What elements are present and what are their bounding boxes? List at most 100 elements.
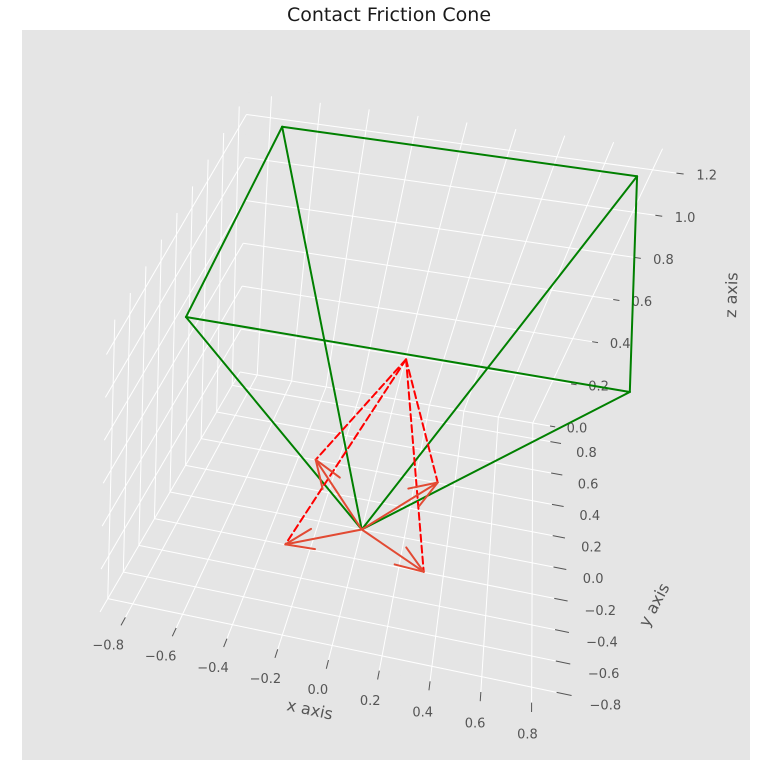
grid-line xyxy=(123,571,556,662)
arrow-head xyxy=(405,546,425,573)
grid-line xyxy=(185,464,553,537)
tick-mark xyxy=(676,172,684,175)
x-axis-label: x axis xyxy=(285,695,335,723)
tick-mark xyxy=(655,214,663,217)
arrow-shaft xyxy=(284,528,363,546)
tick-label: −0.2 xyxy=(250,672,282,687)
grid-line xyxy=(239,371,551,427)
tick-label: 0.8 xyxy=(653,253,674,268)
grid-line xyxy=(104,157,246,398)
tick-mark xyxy=(377,670,380,680)
grid-line xyxy=(291,102,321,382)
arrow-head xyxy=(418,481,439,508)
tick-mark xyxy=(552,535,566,539)
grid-line xyxy=(200,159,209,439)
tick-mark xyxy=(554,629,570,633)
cone-base-edge xyxy=(184,125,284,319)
tick-label: 0.4 xyxy=(610,337,631,352)
tick-label: 0.6 xyxy=(465,717,486,732)
dashed-edge xyxy=(314,358,408,461)
grid-line xyxy=(138,266,147,546)
grid-line xyxy=(106,114,247,355)
grid-line xyxy=(360,115,419,394)
grid-line xyxy=(201,438,553,505)
arrow-head xyxy=(284,527,313,546)
tick-mark xyxy=(613,299,620,301)
arrow-shaft xyxy=(314,458,363,531)
tick-label: −0.6 xyxy=(145,650,177,665)
tick-mark xyxy=(554,597,568,602)
tick-mark xyxy=(171,627,177,637)
grid-line xyxy=(169,212,178,493)
tick-label: 0.8 xyxy=(576,446,597,461)
tick-mark xyxy=(556,691,572,696)
grid-line xyxy=(244,199,635,258)
tick-label: 0.0 xyxy=(583,572,604,587)
grid-line xyxy=(242,285,593,343)
grid-line xyxy=(102,242,244,484)
dashed-edge xyxy=(405,358,439,484)
grid-line xyxy=(246,113,677,174)
axis-ticks: −0.8 −0.6 −0.4 −0.2 0.0 0.2 0.4 0.6 0.8 0.8 0.6 0.4… xyxy=(92,169,717,743)
grid-line xyxy=(154,518,555,599)
tick-label: 0.4 xyxy=(579,509,600,524)
tick-label: −0.4 xyxy=(586,635,618,650)
arrow-head xyxy=(284,543,317,551)
tick-mark xyxy=(555,660,571,665)
grid-line xyxy=(153,239,162,519)
tick-mark xyxy=(325,659,329,669)
grid-line xyxy=(532,148,664,424)
tick-mark xyxy=(479,691,482,702)
arrow-shaft xyxy=(360,528,425,573)
dashed-edge xyxy=(284,358,408,546)
grid-line xyxy=(216,132,225,413)
tick-mark xyxy=(553,566,567,570)
tick-mark xyxy=(549,425,556,428)
tick-mark xyxy=(551,503,564,508)
tick-mark xyxy=(223,638,228,648)
cone-edge xyxy=(360,175,639,531)
tick-mark xyxy=(428,681,431,691)
arrow-shaft xyxy=(360,481,439,531)
tick-mark xyxy=(634,256,641,259)
cone-base-edge xyxy=(184,316,631,393)
grid-line xyxy=(107,598,557,693)
tick-label: 0.6 xyxy=(578,477,599,492)
tick-label: 0.2 xyxy=(581,541,602,556)
y-axis-label: y axis xyxy=(635,580,674,630)
tick-mark xyxy=(551,472,563,476)
arrow-head xyxy=(407,481,439,490)
chart-title: Contact Friction Cone xyxy=(286,4,492,26)
tick-label: 0.0 xyxy=(567,422,588,437)
tick-mark xyxy=(550,441,562,445)
grid-line xyxy=(103,200,245,441)
arrow-head xyxy=(314,458,341,479)
grid-line xyxy=(185,186,194,466)
tick-label: −0.6 xyxy=(588,667,620,682)
grid-line xyxy=(245,156,656,216)
tick-mark xyxy=(570,383,577,386)
tick-label: −0.2 xyxy=(584,604,616,619)
grid-line xyxy=(232,384,551,443)
grid-line xyxy=(138,544,556,631)
grid-lines xyxy=(99,96,677,703)
z-axis-label: z axis xyxy=(721,272,742,318)
grid-line xyxy=(100,328,242,570)
arrow-head xyxy=(393,563,425,573)
grid-line xyxy=(99,371,241,613)
tick-mark xyxy=(592,341,599,344)
tick-label: −0.8 xyxy=(590,699,622,714)
cone-edge xyxy=(281,125,363,531)
grid-line xyxy=(231,106,240,386)
grid-line xyxy=(428,128,517,406)
dashed-edge xyxy=(405,358,425,573)
tick-mark xyxy=(120,617,126,626)
grid-line xyxy=(394,122,468,400)
cone-edge xyxy=(184,316,363,531)
grid-line xyxy=(101,285,243,527)
back-pane xyxy=(239,92,688,427)
grid-line xyxy=(122,292,131,573)
tick-mark xyxy=(274,649,279,659)
grid-line xyxy=(107,319,116,599)
